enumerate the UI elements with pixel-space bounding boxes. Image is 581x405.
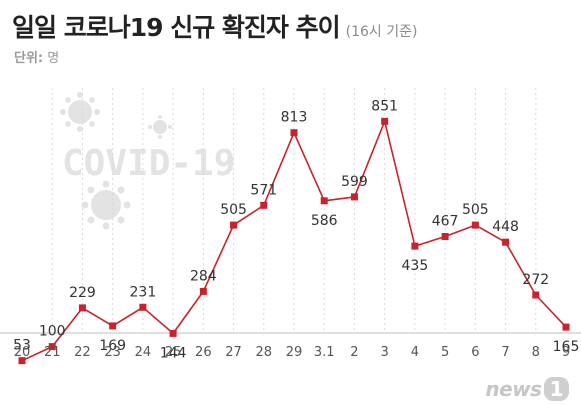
x-tick-label: 28 bbox=[256, 345, 273, 360]
chart-subtitle: (16시 기준) bbox=[345, 24, 418, 40]
data-point bbox=[532, 291, 540, 299]
x-tick-label: 24 bbox=[135, 345, 152, 360]
data-label: 284 bbox=[190, 268, 217, 284]
x-tick-label: 2 bbox=[350, 345, 358, 360]
brand-logo: news 1 bbox=[485, 377, 569, 401]
data-label: 100 bbox=[39, 324, 66, 340]
chart-title: 일일 코로나19 신규 확진자 추이 (16시 기준) bbox=[12, 8, 417, 44]
x-tick-label: 27 bbox=[225, 345, 242, 360]
x-tick-label: 7 bbox=[501, 345, 509, 360]
x-tick-label: 22 bbox=[74, 345, 91, 360]
covid-watermark: COVID-19 bbox=[60, 92, 235, 230]
brand-badge: 1 bbox=[543, 377, 569, 401]
data-point bbox=[562, 323, 570, 331]
x-tick-label: 9 bbox=[562, 345, 570, 360]
chart-title-text: 일일 코로나19 신규 확진자 추이 bbox=[12, 13, 341, 42]
data-label: 505 bbox=[220, 202, 247, 218]
data-label: 571 bbox=[250, 182, 277, 198]
data-point bbox=[381, 117, 389, 125]
data-point bbox=[502, 238, 510, 246]
coronavirus-icon bbox=[60, 92, 100, 132]
data-label: 144 bbox=[160, 345, 187, 361]
x-tick-label: 26 bbox=[195, 345, 212, 360]
data-point bbox=[169, 329, 177, 337]
data-point bbox=[48, 343, 56, 351]
coronavirus-icon bbox=[81, 180, 131, 230]
x-tick-label: 23 bbox=[104, 345, 121, 360]
data-point bbox=[78, 304, 86, 312]
x-tick-label: 29 bbox=[286, 345, 303, 360]
watermark-text: COVID-19 bbox=[62, 143, 235, 184]
brand-text: news bbox=[485, 377, 542, 401]
x-tick-label: 3 bbox=[381, 345, 389, 360]
data-point bbox=[290, 129, 298, 137]
data-label: 165 bbox=[553, 339, 580, 355]
unit-key: 단위: bbox=[14, 51, 44, 66]
x-tick-label: 8 bbox=[532, 345, 540, 360]
x-tick-label: 20 bbox=[14, 345, 31, 360]
x-tick-label: 3.1 bbox=[314, 345, 335, 360]
unit-value: 명 bbox=[47, 51, 60, 66]
data-label: 272 bbox=[522, 272, 549, 288]
data-label: 435 bbox=[402, 258, 429, 274]
data-point bbox=[411, 242, 419, 250]
data-label: 851 bbox=[371, 98, 398, 114]
data-label: 599 bbox=[341, 174, 368, 190]
x-tick-label: 21 bbox=[44, 345, 61, 360]
data-label: 448 bbox=[492, 219, 519, 235]
data-point bbox=[109, 322, 117, 330]
data-point bbox=[350, 193, 358, 201]
unit-note: 단위: 명 bbox=[14, 47, 59, 66]
data-label: 169 bbox=[99, 338, 126, 354]
x-tick-label: 25 bbox=[165, 345, 182, 360]
data-label: 231 bbox=[130, 284, 157, 300]
x-tick-label: 5 bbox=[441, 345, 449, 360]
data-point bbox=[471, 221, 479, 229]
data-label: 505 bbox=[462, 202, 489, 218]
data-label: 586 bbox=[311, 213, 338, 229]
data-point bbox=[230, 221, 238, 229]
data-point bbox=[260, 201, 268, 209]
data-point bbox=[139, 303, 147, 311]
data-point bbox=[18, 357, 26, 365]
data-point bbox=[320, 197, 328, 205]
data-label: 53 bbox=[13, 338, 31, 354]
x-tick-label: 6 bbox=[471, 345, 479, 360]
data-label: 467 bbox=[432, 214, 459, 230]
coronavirus-icon bbox=[148, 115, 172, 139]
data-point bbox=[199, 287, 207, 295]
x-tick-label: 4 bbox=[411, 345, 419, 360]
data-label: 229 bbox=[69, 285, 96, 301]
data-label: 813 bbox=[281, 110, 308, 126]
data-point bbox=[441, 233, 449, 240]
